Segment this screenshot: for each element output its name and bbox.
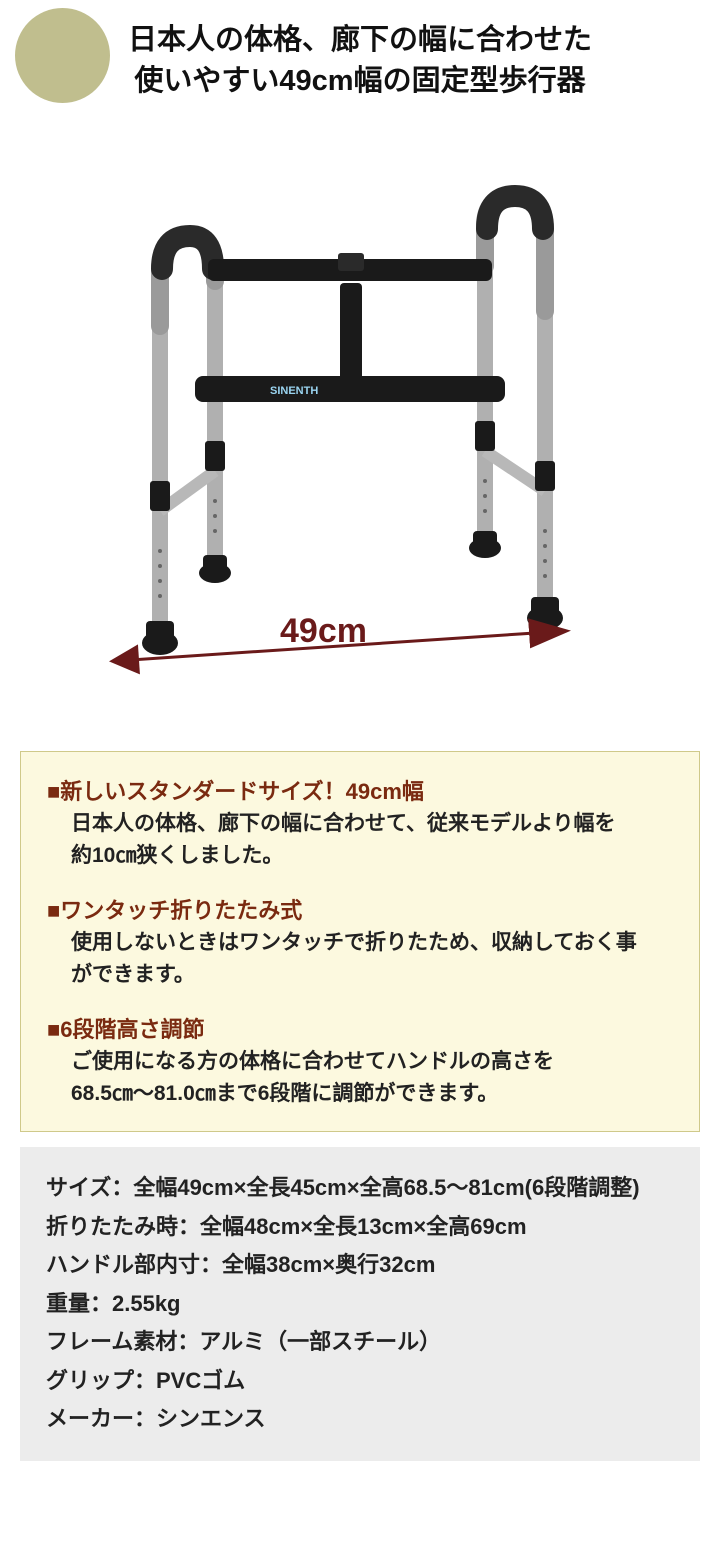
feature-item: ■6段階高さ調節 ご使用になる方の体格に合わせてハンドルの高さを 68.5㎝～8… xyxy=(47,1012,673,1109)
feature-box: ■新しいスタンダードサイズ！49cm幅 日本人の体格、廊下の幅に合わせて、従来モ… xyxy=(20,751,700,1132)
spec-line: グリップ：PVCゴム xyxy=(46,1362,674,1401)
feature-title: ■6段階高さ調節 xyxy=(47,1012,673,1044)
feature-title: ■新しいスタンダードサイズ！49cm幅 xyxy=(47,774,673,806)
feature-body: 日本人の体格、廊下の幅に合わせて、従来モデルより幅を 約10㎝狭くしました。 xyxy=(47,808,673,871)
spec-line: ハンドル部内寸：全幅38cm×奥行32cm xyxy=(46,1246,674,1285)
feature-body: ご使用になる方の体格に合わせてハンドルの高さを 68.5㎝～81.0㎝まで6段階… xyxy=(47,1046,673,1109)
feature-item: ■新しいスタンダードサイズ！49cm幅 日本人の体格、廊下の幅に合わせて、従来モ… xyxy=(47,774,673,871)
feature-body: 使用しないときはワンタッチで折りたため、収納しておく事 ができます。 xyxy=(47,927,673,990)
header-section: 日本人の体格、廊下の幅に合わせた 使いやすい49cm幅の固定型歩行器 xyxy=(0,0,720,111)
spec-line: 重量：2.55kg xyxy=(46,1285,674,1324)
spec-line: フレーム素材：アルミ（一部スチール） xyxy=(46,1323,674,1362)
walker-illustration: SINENTH xyxy=(90,151,630,691)
page-title: 日本人の体格、廊下の幅に合わせた 使いやすい49cm幅の固定型歩行器 xyxy=(30,20,690,101)
spec-line: 折りたたみ時：全幅48cm×全長13cm×全高69cm xyxy=(46,1208,674,1247)
spec-box: サイズ：全幅49cm×全長45cm×全高68.5～81cm(6段階調整) 折りた… xyxy=(20,1147,700,1461)
spec-line: メーカー：シンエンス xyxy=(46,1400,674,1439)
product-image-area: SINENTH 49cm xyxy=(0,111,720,731)
spec-line: サイズ：全幅49cm×全長45cm×全高68.5～81cm(6段階調整) xyxy=(46,1169,674,1208)
dimension-label: 49cm xyxy=(280,612,367,651)
brand-label: SINENTH xyxy=(270,385,318,397)
feature-item: ■ワンタッチ折りたたみ式 使用しないときはワンタッチで折りたため、収納しておく事… xyxy=(47,893,673,990)
feature-title: ■ワンタッチ折りたたみ式 xyxy=(47,893,673,925)
